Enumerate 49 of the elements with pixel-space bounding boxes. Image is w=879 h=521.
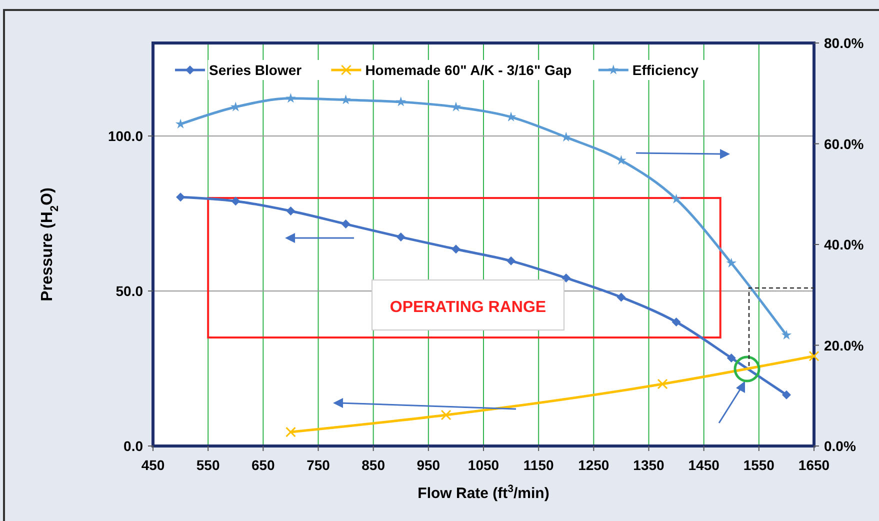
point — [396, 96, 406, 106]
y2-tick-label: 80.0% — [824, 35, 864, 51]
x-tick-label: 1350 — [633, 457, 665, 473]
legend-label: Efficiency — [632, 62, 699, 78]
point — [396, 232, 406, 242]
x-axis-title: Flow Rate (ft$^{3}$/min) — [418, 483, 550, 502]
y-tick-label: 50.0 — [116, 283, 144, 299]
x-tick-label: 1250 — [578, 457, 610, 473]
point — [808, 350, 820, 362]
point — [616, 154, 626, 165]
point — [781, 330, 792, 340]
point — [285, 426, 296, 438]
y2-tick-label: 40.0% — [824, 236, 864, 252]
y2-tick-label: 0.0% — [824, 438, 856, 454]
point — [286, 206, 296, 216]
y-tick-label: 0.0 — [124, 438, 144, 454]
point — [506, 256, 516, 266]
x-tick-label: 750 — [306, 457, 330, 473]
x-tick-label: 850 — [362, 457, 386, 473]
point — [726, 258, 737, 268]
y2-tick-label: 60.0% — [824, 136, 864, 152]
point — [231, 196, 240, 206]
legend-label: Series Blower — [209, 62, 302, 78]
x-tick-label: 450 — [141, 457, 165, 473]
x-tick-label: 1550 — [743, 457, 775, 473]
point — [616, 292, 626, 302]
point — [726, 353, 736, 362]
point — [286, 93, 296, 103]
legend-label: Homemade 60" A/K - 3/16" Gap — [365, 62, 572, 78]
annotation: OPERATING RANGE — [390, 299, 546, 316]
x-tick-label: 650 — [251, 457, 276, 473]
x-tick-label: 1450 — [688, 457, 720, 473]
point — [672, 318, 681, 326]
point — [562, 273, 571, 282]
x-tick-label: 550 — [196, 457, 220, 473]
x-tick-label: 1050 — [468, 457, 500, 473]
point — [657, 378, 668, 390]
point — [450, 102, 462, 112]
y-tick-label: 100.0 — [108, 128, 144, 144]
point — [451, 244, 460, 254]
point — [671, 194, 682, 204]
y2-tick-label: 20.0% — [824, 337, 864, 354]
x-tick-label: 950 — [416, 457, 440, 473]
point — [340, 94, 351, 104]
point — [440, 410, 452, 420]
point — [341, 220, 350, 229]
point — [782, 390, 791, 400]
x-tick-label: 1650 — [798, 457, 830, 473]
x-tick-label: 1150 — [523, 457, 554, 473]
